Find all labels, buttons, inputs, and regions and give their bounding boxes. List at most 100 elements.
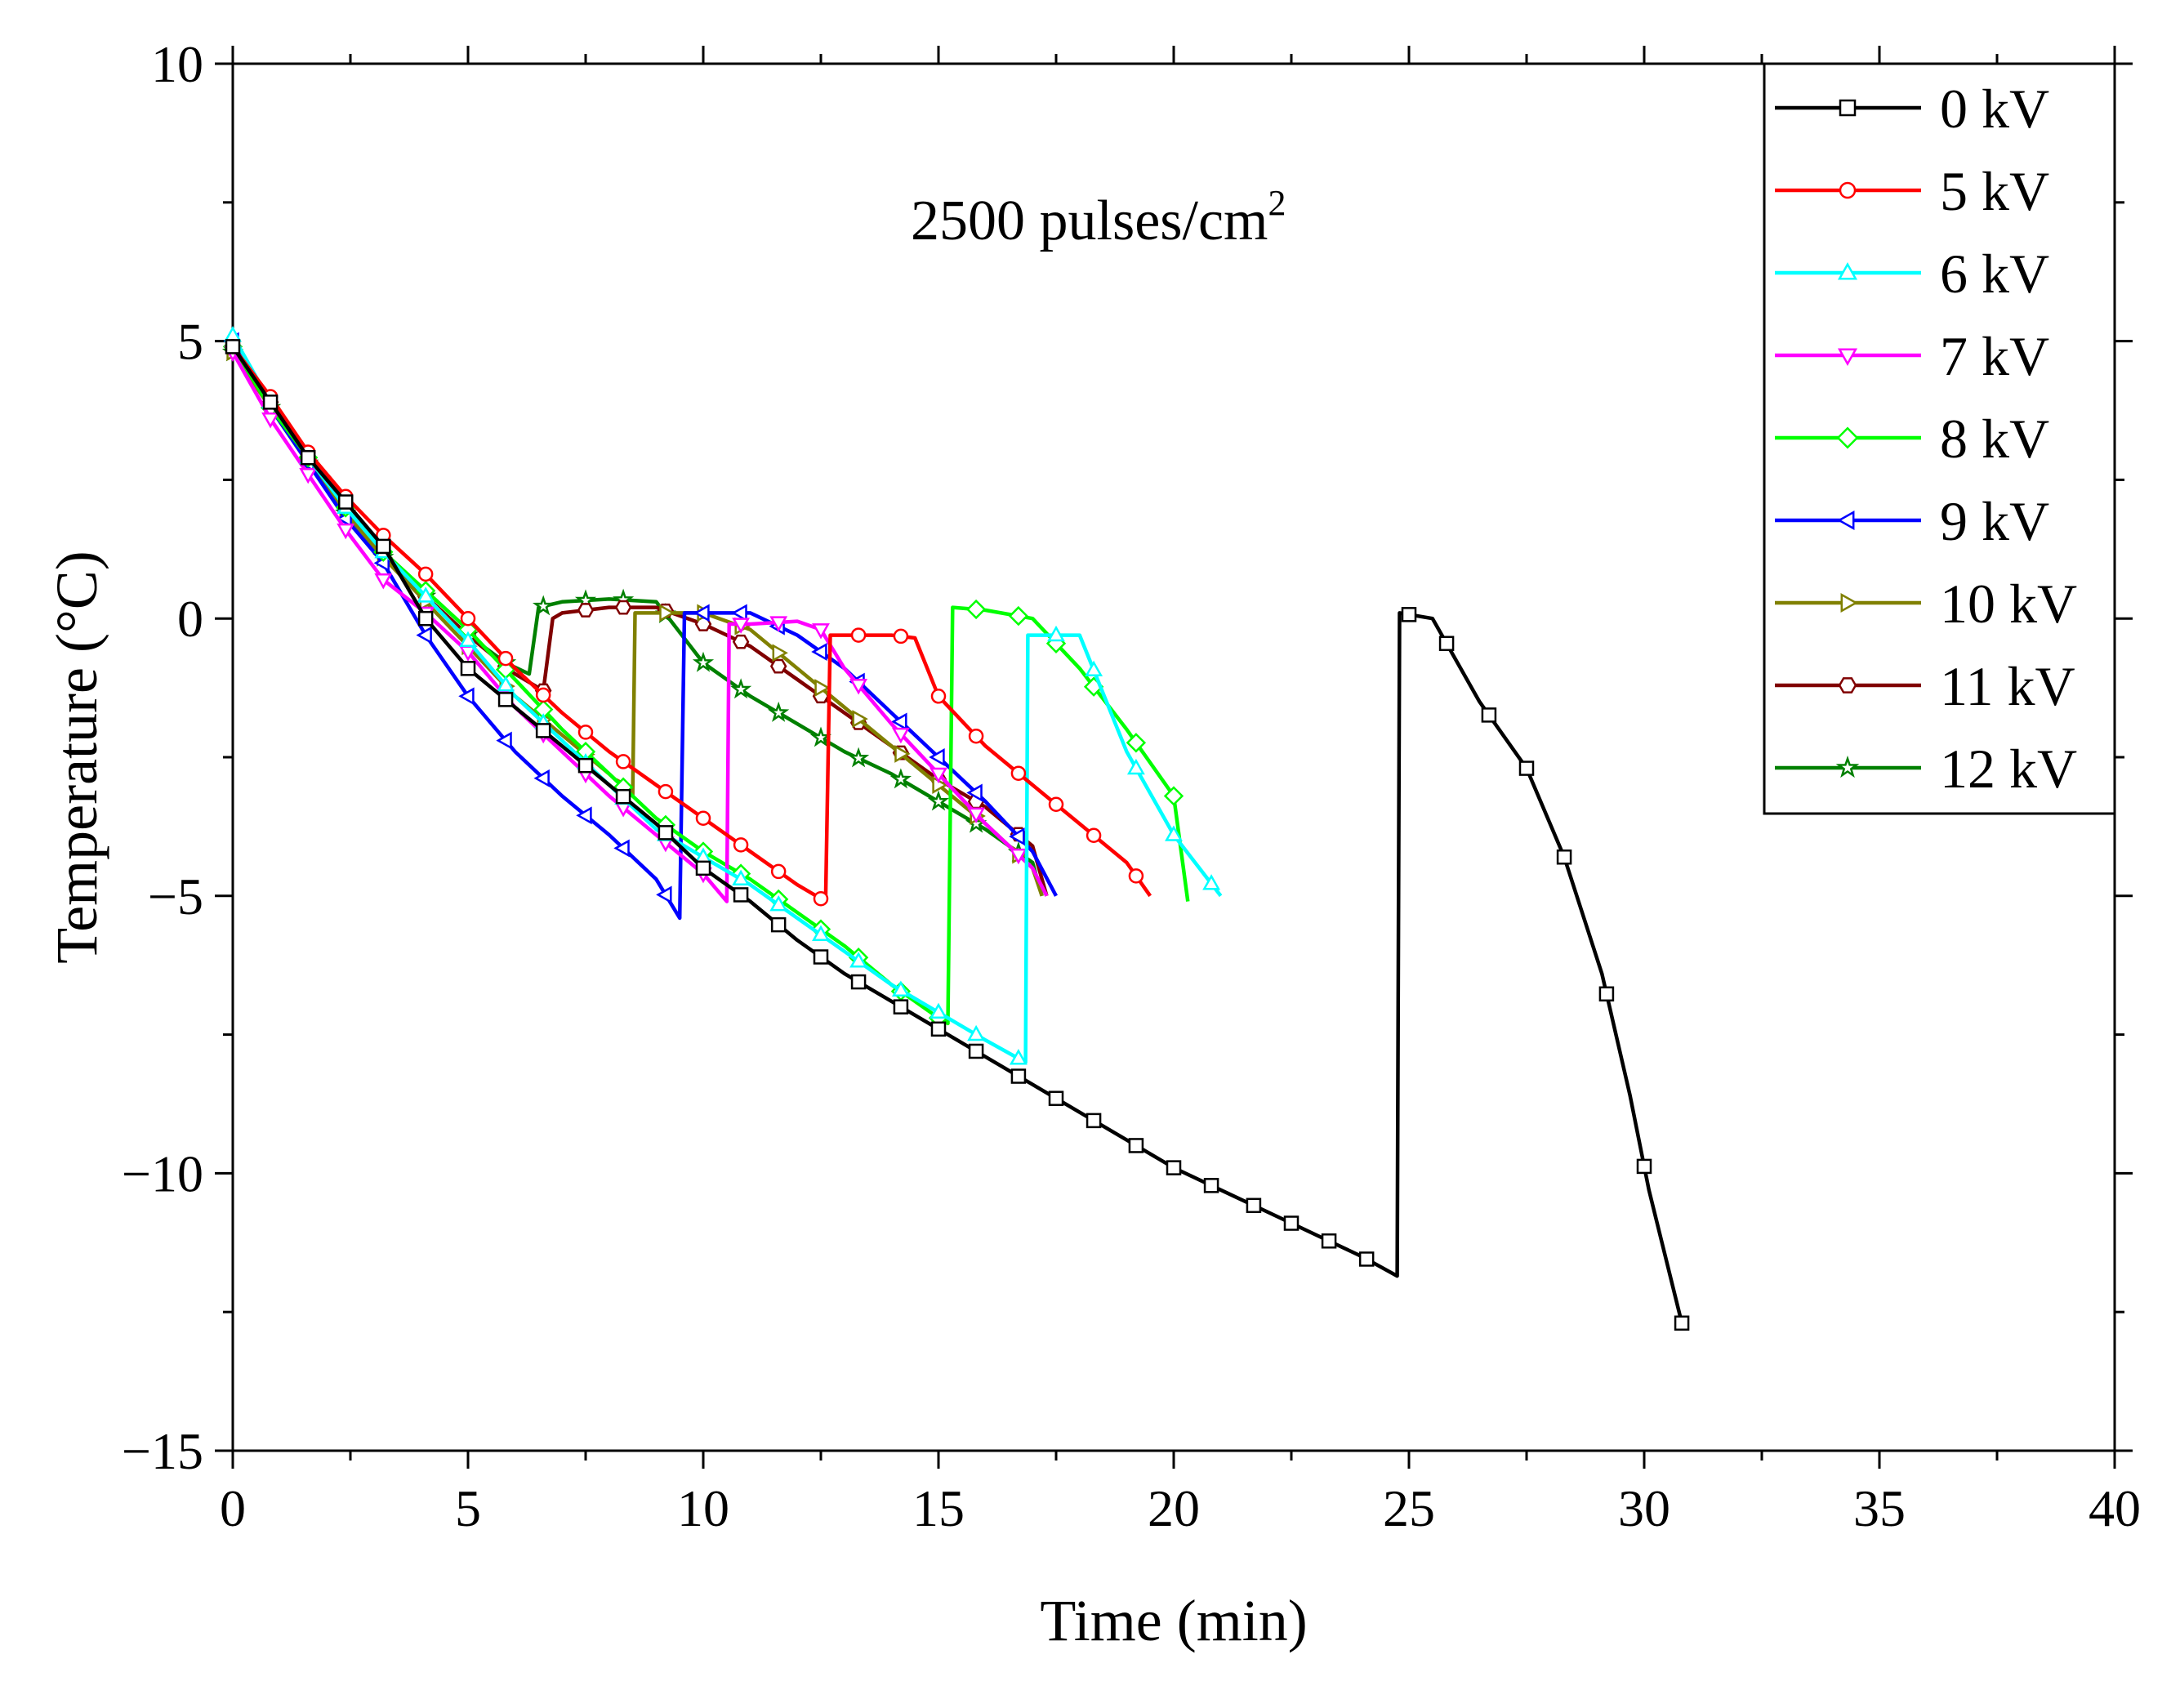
data-point-5-kv: [497, 650, 514, 667]
data-point-0-kv: [460, 661, 476, 676]
data-point-5-kv: [813, 890, 829, 907]
data-point-0-kv: [225, 339, 241, 355]
x-tick-label: 15: [912, 1479, 965, 1537]
y-tick-label: 5: [177, 313, 203, 371]
data-point-5-kv: [417, 566, 434, 582]
data-point-0-kv: [337, 494, 354, 510]
data-point-9-kv: [929, 748, 945, 766]
x-tick-label: 5: [455, 1479, 481, 1537]
data-point-12-kv: [767, 701, 790, 722]
data-point-10-kv: [772, 644, 788, 662]
data-point-7-kv: [891, 727, 910, 744]
data-point-9-kv: [416, 626, 432, 644]
legend-label: 6 kV: [1940, 243, 2049, 305]
data-point-0-kv: [695, 860, 711, 876]
legend-label: 0 kV: [1940, 78, 2049, 140]
data-point-5-kv: [658, 783, 674, 800]
y-tick-label: −10: [122, 1144, 203, 1202]
data-point-6-kv: [1009, 1049, 1028, 1065]
y-tick-label: 0: [177, 590, 203, 648]
legend-label: 5 kV: [1940, 160, 2049, 222]
data-point-9-kv: [458, 687, 475, 706]
data-point-6-kv: [1165, 825, 1183, 841]
data-point-9-kv: [613, 839, 630, 858]
data-point-12-kv: [532, 595, 555, 616]
data-point-0-kv: [1283, 1215, 1300, 1231]
data-point-6-kv: [849, 952, 868, 968]
data-point-8-kv: [1126, 733, 1147, 753]
pulses-annotation: 2500 pulses/cm2: [911, 183, 1286, 252]
data-point-9-kv: [576, 806, 592, 825]
data-point-6-kv: [1085, 660, 1103, 677]
data-point-0-kv: [850, 974, 867, 990]
data-point-6-kv: [812, 925, 830, 941]
data-point-0-kv: [1674, 1315, 1690, 1331]
data-point-0-kv: [262, 395, 279, 410]
legend-label: 7 kV: [1940, 325, 2049, 387]
legend: 0 kV 5 kV 6 kV 7 kV 8 kV 9 kV 10 kV 11 kV 12 kV: [1775, 78, 2077, 800]
data-point-9-kv: [811, 643, 827, 661]
data-point-10-kv: [814, 679, 831, 698]
data-point-0-kv: [497, 692, 514, 707]
y-tick-label: 10: [151, 35, 203, 93]
legend-marker: [1836, 426, 1859, 449]
data-point-0-kv: [1518, 760, 1535, 776]
data-point-0-kv: [1166, 1160, 1182, 1175]
data-point-0-kv: [658, 825, 674, 841]
legend-marker: [1837, 262, 1858, 280]
data-point-0-kv: [615, 788, 631, 805]
data-point-10-kv: [852, 710, 868, 729]
legend-entry-6-kv: 6 kV: [1775, 243, 2049, 305]
y-tick-label: −5: [148, 867, 203, 925]
data-point-7-kv: [769, 616, 788, 632]
data-point-5-kv: [1086, 827, 1102, 844]
legend-entry-12-kv: 12 kV: [1775, 738, 2077, 800]
x-tick-label: 30: [1618, 1479, 1670, 1537]
data-point-0-kv: [1086, 1113, 1102, 1129]
data-point-0-kv: [1203, 1178, 1219, 1193]
data-point-9-kv: [731, 604, 747, 622]
data-point-9-kv: [656, 885, 672, 904]
x-axis-title: Time (min): [1040, 1588, 1307, 1653]
legend-entry-0-kv: 0 kV: [1775, 78, 2049, 140]
data-point-6-kv: [497, 675, 515, 692]
data-point-9-kv: [533, 769, 550, 787]
data-point-0-kv: [417, 610, 434, 627]
data-point-8-kv: [965, 599, 987, 620]
legend-marker: [1835, 755, 1860, 778]
x-tick-label: 0: [220, 1479, 246, 1537]
data-point-0-kv: [733, 887, 749, 903]
data-point-7-kv: [930, 767, 947, 784]
data-point-0-kv: [770, 916, 787, 933]
x-tick-label: 40: [2089, 1479, 2141, 1537]
x-tick-label: 20: [1148, 1479, 1200, 1537]
data-point-5-kv: [460, 610, 476, 627]
data-point-0-kv: [930, 1021, 947, 1037]
data-point-0-kv: [535, 723, 551, 738]
data-point-9-kv: [693, 604, 710, 622]
data-point-0-kv: [1321, 1233, 1337, 1249]
legend-marker: [1837, 348, 1858, 366]
data-point-0-kv: [1246, 1197, 1262, 1214]
annotation-superscript: 2: [1268, 183, 1286, 223]
data-point-6-kv: [930, 1002, 947, 1019]
legend-label: 10 kV: [1940, 573, 2077, 635]
data-point-7-kv: [732, 618, 751, 634]
data-point-0-kv: [1401, 607, 1417, 622]
data-point-5-kv: [893, 628, 909, 644]
legend-marker: [1837, 510, 1855, 531]
axis-tick-labels: 0 5 10 15 20 25 30 35 40 −15 −10 −5 0 5 10: [122, 35, 2141, 1537]
data-point-12-kv: [730, 678, 752, 699]
y-tick-label: −15: [122, 1422, 203, 1480]
legend-entry-7-kv: 7 kV: [1775, 325, 2049, 387]
data-point-11-kv: [614, 600, 632, 615]
data-point-0-kv: [1128, 1138, 1144, 1153]
data-point-9-kv: [891, 712, 907, 731]
legend-entry-9-kv: 9 kV: [1775, 490, 2049, 552]
data-point-6-kv: [459, 631, 477, 648]
data-point-12-kv: [848, 747, 870, 768]
data-point-7-kv: [261, 413, 280, 429]
legend-marker: [1839, 99, 1857, 117]
data-point-10-kv: [894, 744, 911, 763]
data-point-12-kv: [927, 790, 950, 811]
